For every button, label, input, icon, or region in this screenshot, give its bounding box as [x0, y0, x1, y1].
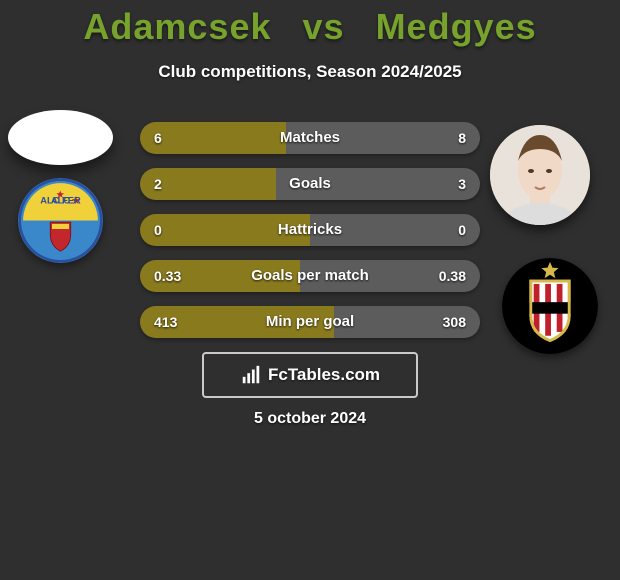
player1-avatar [8, 110, 113, 165]
comparison-card: Adamcsek vs Medgyes Club competitions, S… [0, 0, 620, 580]
player2-club-badge [502, 258, 598, 354]
stat-value-right: 308 [443, 306, 466, 338]
stat-value-right: 3 [458, 168, 466, 200]
stat-value-right: 0 [458, 214, 466, 246]
stat-label: Matches [140, 122, 480, 154]
footer-site: FcTables.com [268, 365, 380, 385]
subtitle: Club competitions, Season 2024/2025 [0, 62, 620, 82]
stat-bars: Matches6 8 Goals2 3 Hattricks0 0 Goals per mat… [140, 122, 480, 352]
stat-label: Hattricks [140, 214, 480, 246]
player2-avatar [490, 125, 590, 225]
stat-value-left: 2 [154, 168, 162, 200]
svg-text:ALC FER: ALC FER [40, 196, 81, 206]
stat-row: Goals per match0.33 0.38 [140, 260, 480, 292]
stat-label: Goals per match [140, 260, 480, 292]
footer-attribution: FcTables.com [202, 352, 418, 398]
footer-date: 5 october 2024 [0, 410, 620, 428]
stat-label: Min per goal [140, 306, 480, 338]
title-player1: Adamcsek [83, 6, 271, 47]
stat-label: Goals [140, 168, 480, 200]
stat-value-right: 8 [458, 122, 466, 154]
stat-row: Goals2 3 [140, 168, 480, 200]
stat-value-left: 413 [154, 306, 177, 338]
stat-value-left: 0.33 [154, 260, 181, 292]
title-vs: vs [303, 6, 345, 47]
stat-row: Min per goal413 308 [140, 306, 480, 338]
page-title: Adamcsek vs Medgyes [0, 0, 620, 48]
stat-value-left: 6 [154, 122, 162, 154]
stat-row: Matches6 8 [140, 122, 480, 154]
stat-row: Hattricks0 0 [140, 214, 480, 246]
bar-chart-icon [240, 364, 262, 386]
title-player2: Medgyes [376, 6, 537, 47]
player1-club-badge: ALC ★ ALC FER [18, 178, 103, 263]
stat-value-left: 0 [154, 214, 162, 246]
stat-value-right: 0.38 [439, 260, 466, 292]
